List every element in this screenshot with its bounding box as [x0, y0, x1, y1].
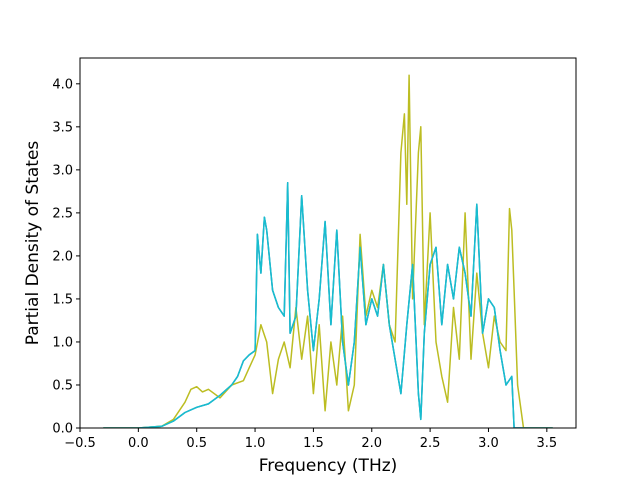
x-tick-label: 2.5	[420, 436, 441, 451]
x-tick-label: −0.5	[64, 436, 96, 451]
y-tick-label: 3.0	[52, 163, 73, 178]
y-tick-label: 2.0	[52, 249, 73, 264]
y-axis-title: Partial Density of States	[23, 141, 43, 346]
y-tick-label: 1.5	[52, 292, 73, 307]
plot-background	[80, 58, 576, 428]
y-tick-label: 2.5	[52, 206, 73, 221]
y-tick-label: 4.0	[52, 77, 73, 92]
y-tick-label: 0.5	[52, 378, 73, 393]
series-layer	[103, 74, 553, 428]
x-tick-label: 2.0	[361, 436, 382, 451]
y-axis: 0.0 0.5 1.0 1.5 2.0 2.5 3.0 3.5 4.0	[52, 77, 80, 437]
y-tick-label: 3.5	[52, 120, 73, 135]
x-tick-label: 3.5	[536, 436, 557, 451]
plot-frame	[79, 57, 577, 429]
x-axis: −0.5 0.0 0.5 1.0 1.5 2.0 2.5 3.0 3.5	[64, 428, 557, 451]
x-tick-label: 1.0	[245, 436, 266, 451]
x-tick-label: 0.0	[128, 436, 149, 451]
x-tick-label: 3.0	[478, 436, 499, 451]
series-line-1	[103, 74, 553, 428]
y-tick-label: 1.0	[52, 335, 73, 350]
y-tick-label: 0.0	[52, 422, 73, 437]
x-tick-label: 0.5	[186, 436, 207, 451]
x-axis-title: Frequency (THz)	[259, 456, 398, 476]
series-line-2	[103, 182, 553, 428]
x-tick-label: 1.5	[303, 436, 324, 451]
